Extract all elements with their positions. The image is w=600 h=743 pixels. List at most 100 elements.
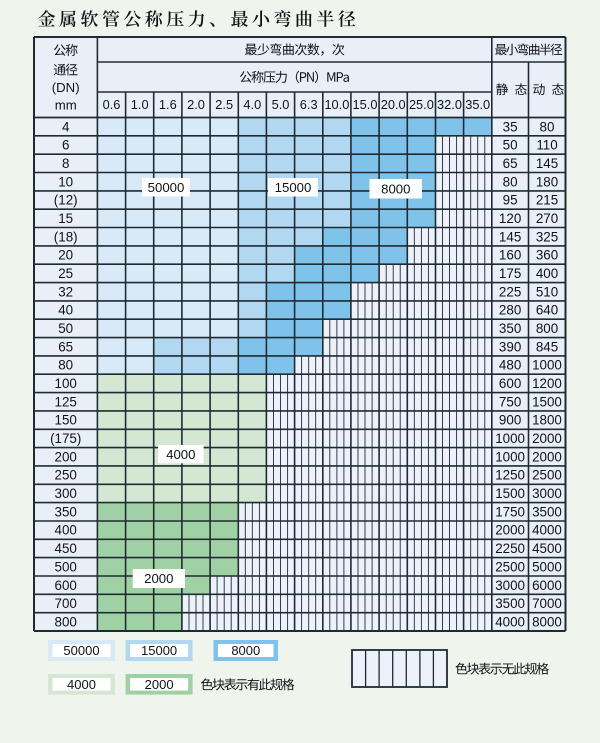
svg-text:4: 4 bbox=[62, 119, 70, 134]
svg-text:6.3: 6.3 bbox=[300, 97, 318, 112]
svg-text:8000: 8000 bbox=[381, 181, 410, 196]
svg-text:390: 390 bbox=[499, 339, 521, 354]
svg-text:mm: mm bbox=[55, 98, 77, 113]
svg-text:2500: 2500 bbox=[495, 559, 525, 574]
svg-text:8000: 8000 bbox=[532, 614, 562, 629]
svg-text:65: 65 bbox=[58, 339, 73, 354]
svg-text:3500: 3500 bbox=[532, 504, 562, 519]
svg-text:350: 350 bbox=[499, 321, 521, 336]
svg-text:4500: 4500 bbox=[532, 541, 562, 556]
svg-text:32: 32 bbox=[58, 284, 73, 299]
svg-text:8: 8 bbox=[62, 156, 69, 171]
svg-text:3000: 3000 bbox=[495, 578, 525, 593]
svg-text:600: 600 bbox=[499, 376, 521, 391]
svg-text:100: 100 bbox=[55, 376, 77, 391]
svg-text:800: 800 bbox=[55, 614, 77, 629]
svg-text:1800: 1800 bbox=[532, 413, 562, 428]
svg-text:640: 640 bbox=[536, 303, 558, 318]
svg-text:400: 400 bbox=[55, 523, 77, 538]
svg-text:800: 800 bbox=[536, 321, 558, 336]
svg-text:145: 145 bbox=[536, 156, 558, 171]
svg-text:6: 6 bbox=[62, 138, 69, 153]
svg-text:15: 15 bbox=[58, 211, 73, 226]
svg-text:270: 270 bbox=[536, 211, 558, 226]
svg-text:15000: 15000 bbox=[275, 180, 312, 195]
svg-text:2.0: 2.0 bbox=[187, 97, 205, 112]
svg-text:50000: 50000 bbox=[148, 180, 185, 195]
svg-text:2000: 2000 bbox=[532, 449, 562, 464]
svg-text:2.5: 2.5 bbox=[215, 97, 233, 112]
svg-text:750: 750 bbox=[499, 394, 521, 409]
svg-text:200: 200 bbox=[55, 449, 77, 464]
svg-text:500: 500 bbox=[55, 559, 77, 574]
svg-text:3000: 3000 bbox=[532, 486, 562, 501]
svg-text:175: 175 bbox=[499, 266, 521, 281]
svg-text:450: 450 bbox=[55, 541, 77, 556]
svg-text:50000: 50000 bbox=[63, 643, 99, 658]
svg-text:4.0: 4.0 bbox=[243, 97, 261, 112]
svg-text:400: 400 bbox=[536, 266, 558, 281]
svg-text:(12): (12) bbox=[54, 193, 78, 208]
svg-text:95: 95 bbox=[503, 193, 518, 208]
svg-text:50: 50 bbox=[503, 138, 518, 153]
svg-text:480: 480 bbox=[499, 358, 521, 373]
svg-text:180: 180 bbox=[536, 174, 558, 189]
svg-text:6000: 6000 bbox=[532, 578, 562, 593]
svg-text:300: 300 bbox=[55, 486, 77, 501]
svg-text:2000: 2000 bbox=[532, 431, 562, 446]
svg-text:350: 350 bbox=[55, 504, 77, 519]
svg-text:80: 80 bbox=[540, 119, 555, 134]
svg-text:1500: 1500 bbox=[532, 394, 562, 409]
svg-text:110: 110 bbox=[536, 138, 557, 153]
svg-text:4000: 4000 bbox=[166, 447, 195, 462]
svg-text:35: 35 bbox=[503, 119, 518, 134]
svg-text:(DN): (DN) bbox=[52, 80, 80, 95]
svg-text:32.0: 32.0 bbox=[437, 97, 462, 112]
svg-text:1000: 1000 bbox=[532, 358, 562, 373]
svg-text:4000: 4000 bbox=[67, 677, 96, 692]
svg-text:1.6: 1.6 bbox=[159, 97, 177, 112]
svg-text:20.0: 20.0 bbox=[381, 97, 406, 112]
svg-text:4000: 4000 bbox=[532, 523, 562, 538]
svg-text:10.0: 10.0 bbox=[324, 97, 349, 112]
svg-text:5000: 5000 bbox=[532, 559, 562, 574]
svg-text:80: 80 bbox=[58, 358, 73, 373]
svg-text:2000: 2000 bbox=[144, 571, 173, 586]
svg-text:900: 900 bbox=[499, 413, 521, 428]
svg-text:20: 20 bbox=[58, 248, 73, 263]
svg-text:35.0: 35.0 bbox=[465, 97, 490, 112]
svg-text:225: 225 bbox=[499, 284, 521, 299]
svg-text:5.0: 5.0 bbox=[272, 97, 290, 112]
svg-text:10: 10 bbox=[58, 174, 73, 189]
svg-text:325: 325 bbox=[536, 229, 558, 244]
svg-text:2000: 2000 bbox=[145, 677, 174, 692]
svg-text:700: 700 bbox=[55, 596, 77, 611]
svg-text:1000: 1000 bbox=[495, 431, 525, 446]
svg-text:250: 250 bbox=[55, 468, 77, 483]
svg-text:360: 360 bbox=[536, 248, 558, 263]
svg-text:125: 125 bbox=[55, 394, 77, 409]
svg-text:2500: 2500 bbox=[532, 468, 562, 483]
svg-text:2000: 2000 bbox=[495, 523, 525, 538]
svg-text:600: 600 bbox=[55, 578, 77, 593]
svg-text:145: 145 bbox=[499, 229, 521, 244]
svg-text:2250: 2250 bbox=[495, 541, 525, 556]
svg-text:15000: 15000 bbox=[141, 643, 177, 658]
svg-text:1000: 1000 bbox=[495, 449, 525, 464]
svg-text:150: 150 bbox=[55, 413, 77, 428]
svg-text:80: 80 bbox=[503, 174, 518, 189]
svg-text:8000: 8000 bbox=[231, 643, 260, 658]
svg-text:15.0: 15.0 bbox=[353, 97, 378, 112]
svg-text:4000: 4000 bbox=[495, 614, 525, 629]
svg-text:0.6: 0.6 bbox=[103, 97, 121, 112]
svg-text:40: 40 bbox=[58, 303, 73, 318]
svg-text:215: 215 bbox=[536, 193, 558, 208]
svg-text:845: 845 bbox=[536, 339, 558, 354]
svg-text:1.0: 1.0 bbox=[131, 97, 149, 112]
svg-text:280: 280 bbox=[499, 303, 521, 318]
svg-text:(175): (175) bbox=[50, 431, 81, 446]
svg-text:160: 160 bbox=[499, 248, 521, 263]
svg-text:1250: 1250 bbox=[495, 468, 525, 483]
svg-text:65: 65 bbox=[503, 156, 518, 171]
svg-text:25: 25 bbox=[58, 266, 73, 281]
